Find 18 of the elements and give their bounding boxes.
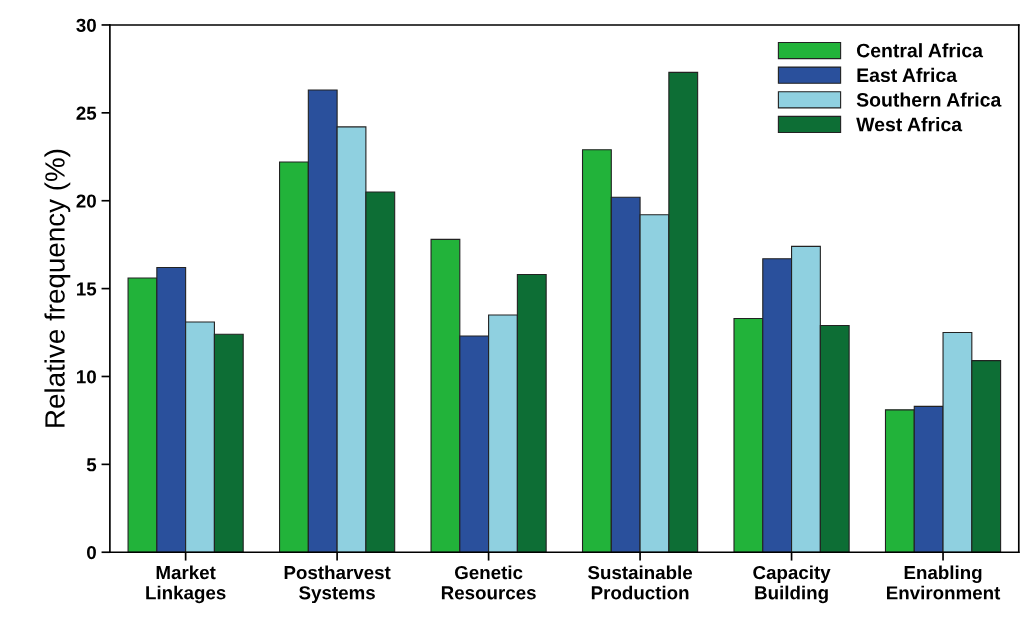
legend-label: East Africa (857, 67, 958, 83)
y-tick-label: 5 (86, 458, 97, 472)
legend-label: West Africa (856, 117, 963, 132)
legend-label: Southern Africa (856, 92, 1002, 107)
y-tick-label: 15 (77, 282, 97, 296)
y-tick-label: 10 (77, 370, 96, 384)
x-tick-label: Sustainable Production (588, 565, 693, 600)
y-tick-label: 30 (76, 18, 96, 32)
y-axis-title: Relative frequency (%) (44, 149, 71, 427)
x-tick-label: Postharvest Systems (284, 565, 391, 604)
x-tick-label: Market Linkages (146, 565, 226, 604)
y-tick-label: 25 (76, 106, 97, 120)
x-tick-label: Capacity Building (753, 565, 831, 604)
y-tick-label: 20 (76, 194, 96, 208)
y-tick-label: 0 (87, 545, 96, 560)
x-tick-label: Genetic Resources (441, 565, 536, 600)
legend-label: Central Africa (856, 43, 984, 58)
x-tick-label: Enabling Environment (887, 565, 1001, 600)
